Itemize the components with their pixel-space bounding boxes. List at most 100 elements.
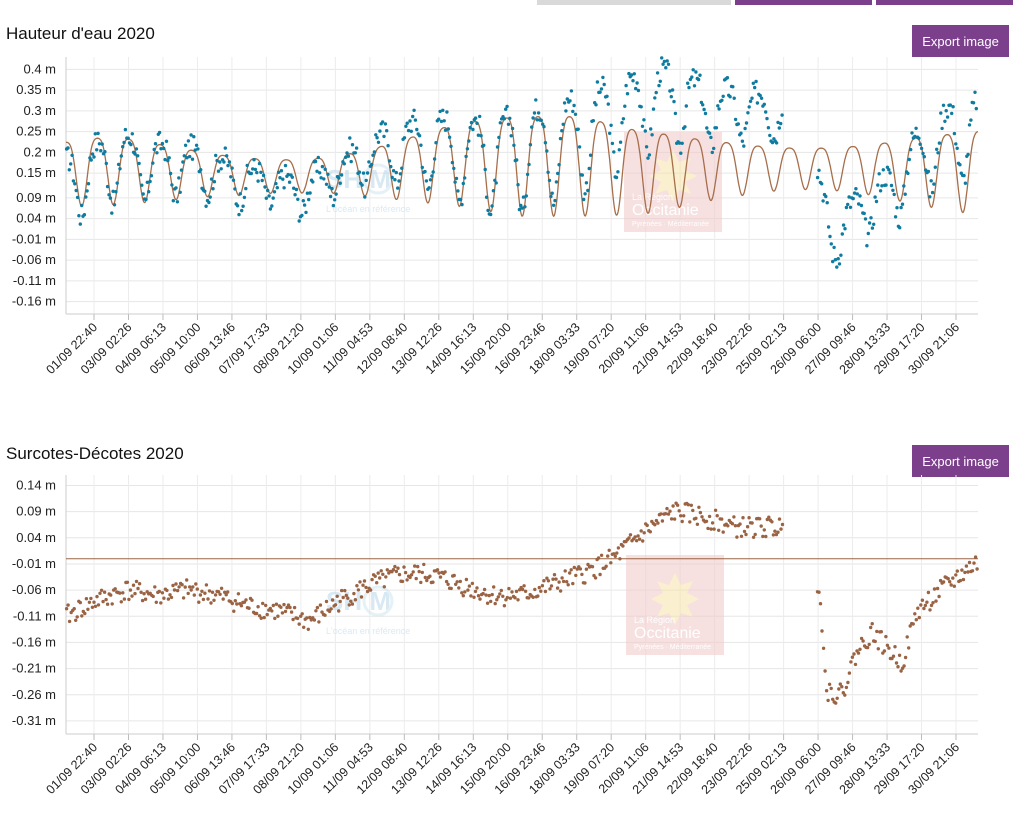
data-point — [92, 155, 96, 159]
data-point — [396, 566, 400, 570]
data-point — [350, 602, 355, 606]
data-point — [484, 195, 489, 199]
data-point — [254, 611, 259, 616]
data-point — [83, 611, 87, 616]
data-point — [255, 170, 259, 175]
data-point — [899, 669, 903, 673]
data-point — [677, 509, 681, 513]
data-point — [549, 194, 553, 199]
data-point — [869, 625, 873, 630]
data-point — [133, 591, 137, 596]
data-point — [275, 186, 279, 190]
data-point — [482, 143, 486, 147]
data-point — [397, 179, 401, 183]
data-point — [307, 197, 311, 202]
data-point — [930, 190, 935, 195]
data-point — [826, 698, 830, 703]
data-point — [493, 178, 497, 182]
data-point — [431, 580, 435, 584]
data-point — [278, 176, 282, 180]
data-point — [104, 161, 109, 166]
data-point — [287, 180, 292, 184]
data-point — [209, 601, 213, 605]
data-point — [189, 133, 193, 137]
data-point — [449, 144, 453, 148]
data-point — [126, 136, 130, 140]
export-image-button[interactable]: Export image — [912, 25, 1009, 57]
data-point — [523, 205, 527, 209]
data-point — [596, 556, 601, 560]
data-point — [829, 242, 833, 246]
data-point — [774, 141, 779, 145]
data-point — [80, 614, 84, 618]
data-point — [720, 517, 724, 521]
export-image-button[interactable]: Export image — [912, 445, 1009, 477]
data-point — [595, 80, 600, 84]
data-point — [620, 121, 624, 125]
data-point — [604, 564, 608, 568]
data-point — [713, 508, 718, 512]
data-point — [296, 197, 300, 201]
data-point — [82, 213, 87, 217]
data-point — [614, 175, 619, 180]
data-point — [643, 129, 647, 133]
data-point — [834, 701, 838, 705]
data-point — [154, 600, 158, 604]
data-point — [424, 179, 429, 183]
data-point — [709, 527, 713, 531]
data-point — [337, 176, 341, 180]
data-point — [400, 166, 404, 170]
data-point — [730, 522, 735, 526]
data-point — [720, 98, 724, 103]
data-point — [249, 171, 253, 176]
data-point — [291, 617, 295, 622]
data-point — [900, 202, 905, 206]
top-tab-2[interactable] — [735, 0, 872, 5]
data-point — [334, 192, 338, 196]
data-point — [381, 572, 385, 576]
data-point — [557, 163, 561, 167]
data-point — [327, 185, 331, 189]
data-point — [373, 574, 377, 578]
data-point — [607, 548, 611, 552]
data-point — [439, 119, 444, 124]
data-point — [70, 153, 74, 157]
data-point — [644, 145, 649, 149]
data-point — [541, 122, 545, 126]
data-point — [550, 191, 554, 195]
data-point — [582, 197, 586, 202]
data-point — [885, 643, 890, 647]
data-point — [406, 128, 411, 133]
data-point — [72, 607, 76, 611]
data-point — [924, 168, 928, 172]
data-point — [159, 601, 163, 605]
data-point — [134, 579, 139, 584]
data-point — [356, 588, 361, 592]
data-point — [286, 172, 290, 177]
data-point — [279, 169, 284, 173]
data-point — [380, 120, 385, 124]
data-point — [565, 580, 569, 584]
data-point — [705, 126, 709, 130]
data-point — [174, 186, 178, 190]
data-point — [750, 96, 754, 100]
top-tab-3[interactable] — [876, 0, 1013, 5]
data-point — [897, 653, 902, 657]
data-point — [960, 568, 964, 572]
data-point — [944, 109, 948, 113]
data-point — [185, 578, 189, 582]
top-tab-1[interactable] — [537, 0, 731, 5]
data-point — [937, 141, 942, 145]
data-point — [411, 114, 415, 119]
data-point — [432, 157, 437, 161]
data-point — [105, 184, 110, 189]
data-point — [86, 607, 90, 611]
data-point — [827, 682, 832, 686]
data-point — [279, 605, 283, 609]
data-point — [468, 125, 472, 130]
data-point — [820, 629, 824, 633]
data-point — [758, 93, 762, 98]
data-point — [210, 590, 215, 594]
data-point — [207, 200, 211, 205]
data-point — [417, 569, 421, 574]
